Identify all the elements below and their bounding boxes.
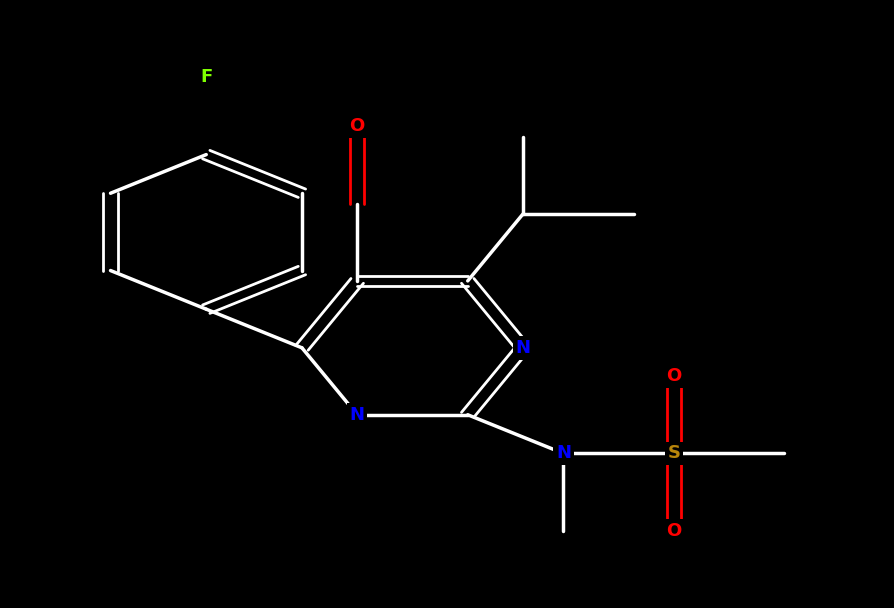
Text: N: N: [515, 339, 530, 357]
Text: O: O: [666, 522, 681, 540]
Text: F: F: [200, 68, 212, 86]
Text: N: N: [555, 444, 570, 463]
Text: S: S: [667, 444, 679, 463]
Text: O: O: [350, 117, 365, 136]
Text: N: N: [350, 406, 364, 424]
Text: O: O: [666, 367, 681, 385]
